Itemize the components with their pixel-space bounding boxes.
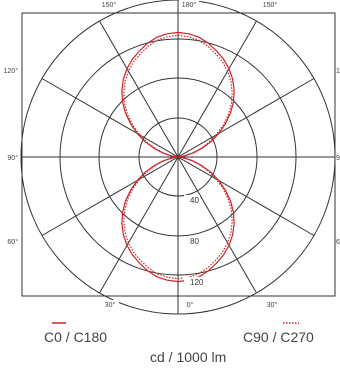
- angle-label-right-upper: 1: [336, 68, 340, 75]
- angle-label-top-center: 180°: [182, 1, 197, 9]
- legend-label-c90-c270: C90 / C270: [243, 329, 314, 345]
- ring-label-120: 120: [190, 278, 204, 287]
- angle-label-top-right: 150°: [263, 1, 278, 9]
- angle-label-left-middle: 90°: [7, 154, 18, 162]
- angle-label-right-middle: 9: [336, 155, 340, 162]
- unit-label: cd / 1000 lm: [150, 349, 227, 365]
- angle-label-right-lower: 6: [336, 239, 340, 246]
- angle-label-bg-top-center: [179, 0, 199, 9]
- angle-label-bottom-right: 30°: [267, 301, 278, 309]
- angle-label-left-lower: 60°: [7, 238, 18, 246]
- angle-label-top-left: 150°: [102, 1, 117, 9]
- ring-label-bg-120: [184, 277, 206, 287]
- series-curve-c0-c180: [121, 31, 235, 283]
- series-curve-c90-c270: [123, 34, 233, 280]
- angle-label-bg-bottom-right: [263, 300, 281, 309]
- ring-label-40: 40: [190, 196, 199, 205]
- angle-label-bg-top-right: [260, 0, 280, 9]
- ring-label-bg-80: [184, 236, 200, 246]
- angle-label-bottom-center: 0°: [187, 301, 194, 309]
- intensity-curves: [121, 31, 235, 283]
- angle-label-bg-bottom-center: [185, 300, 195, 309]
- angle-label-bg-top-left: [99, 0, 119, 9]
- ring-label-80: 80: [190, 237, 199, 246]
- angle-label-bg-bottom-left: [101, 300, 119, 309]
- ring-label-bg-40: [184, 195, 200, 205]
- angle-label-left-upper: 120°: [4, 67, 19, 75]
- legend-label-c0-c180: C0 / C180: [44, 329, 108, 345]
- angle-label-bottom-left: 30°: [105, 301, 116, 309]
